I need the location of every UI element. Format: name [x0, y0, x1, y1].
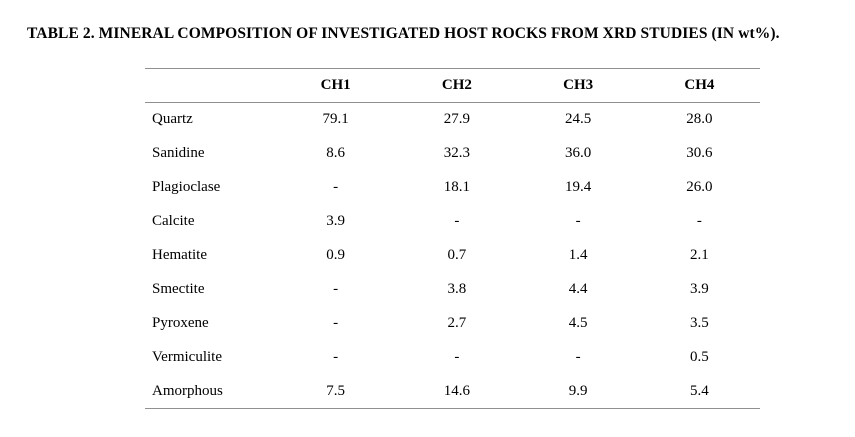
header-row: CH1 CH2 CH3 CH4 — [145, 68, 760, 103]
table-row-quartz: Quartz 79.1 27.9 24.5 28.0 — [145, 103, 760, 137]
column-header-ch1: CH1 — [320, 77, 351, 93]
value-cell: - — [333, 281, 339, 297]
value-cell: 0.9 — [326, 247, 345, 263]
table-row-amorphous: Amorphous 7.5 14.6 9.9 5.4 — [145, 375, 760, 409]
table-row-sanidine: Sanidine 8.6 32.3 36.0 30.6 — [145, 137, 760, 171]
column-header-ch4: CH4 — [684, 77, 715, 93]
value-cell: 0.5 — [690, 349, 709, 365]
value-cell: 32.3 — [443, 145, 470, 161]
value-cell: 9.9 — [568, 382, 588, 399]
mineral-name: Vermiculite — [152, 349, 222, 365]
value-cell: 3.9 — [326, 213, 345, 229]
value-cell: 18.1 — [443, 179, 470, 195]
mineral-name: Calcite — [152, 213, 195, 229]
table-row-vermiculite: Vermiculite - - - 0.5 — [145, 341, 760, 375]
value-cell: - — [333, 315, 339, 331]
value-cell: 79.1 — [322, 111, 349, 128]
value-cell: 36.0 — [565, 145, 592, 161]
value-cell: - — [333, 179, 339, 195]
value-cell: 3.9 — [690, 281, 709, 297]
mineral-name: Hematite — [152, 247, 207, 263]
value-cell: - — [575, 213, 581, 229]
value-cell: 7.5 — [326, 382, 345, 399]
table-row-pyroxene: Pyroxene - 2.7 4.5 3.5 — [145, 307, 760, 341]
mineral-name: Smectite — [152, 281, 205, 297]
column-header-ch3: CH3 — [563, 77, 594, 93]
value-cell: - — [575, 349, 581, 365]
value-cell: - — [333, 349, 339, 365]
value-cell: 0.7 — [447, 247, 467, 263]
mineral-composition-table: CH1 CH2 CH3 CH4 Quartz 79.1 27.9 24.5 28… — [145, 68, 760, 409]
column-header-ch2: CH2 — [441, 77, 472, 93]
table-row-calcite: Calcite 3.9 - - - — [145, 205, 760, 239]
value-cell: 3.5 — [690, 315, 709, 331]
table-caption: TABLE 2. MINERAL COMPOSITION OF INVESTIG… — [27, 25, 780, 42]
mineral-name: Amorphous — [152, 382, 223, 399]
value-cell: 19.4 — [565, 179, 592, 195]
value-cell: 2.1 — [690, 247, 709, 263]
table-row-hematite: Hematite 0.9 0.7 1.4 2.1 — [145, 239, 760, 273]
column-header-blank — [145, 69, 275, 103]
value-cell: 30.6 — [686, 145, 713, 161]
value-cell: 28.0 — [686, 111, 713, 128]
value-cell: 27.9 — [443, 111, 470, 128]
value-cell: 1.4 — [568, 247, 588, 263]
mineral-name: Plagioclase — [152, 179, 221, 195]
table-row-plagioclase: Plagioclase - 18.1 19.4 26.0 — [145, 171, 760, 205]
value-cell: 8.6 — [326, 145, 345, 161]
value-cell: 5.4 — [690, 382, 709, 399]
value-cell: 4.5 — [568, 315, 588, 331]
mineral-name: Quartz — [152, 111, 193, 128]
value-cell: - — [454, 213, 460, 229]
value-cell: 4.4 — [568, 281, 588, 297]
value-cell: 14.6 — [443, 382, 470, 399]
value-cell: 3.8 — [447, 281, 467, 297]
value-cell: - — [696, 213, 702, 229]
mineral-name: Pyroxene — [152, 315, 209, 331]
table-row-smectite: Smectite - 3.8 4.4 3.9 — [145, 273, 760, 307]
value-cell: 24.5 — [565, 111, 592, 128]
value-cell: 2.7 — [447, 315, 467, 331]
value-cell: - — [454, 349, 460, 365]
mineral-name: Sanidine — [152, 145, 205, 161]
value-cell: 26.0 — [686, 179, 713, 195]
